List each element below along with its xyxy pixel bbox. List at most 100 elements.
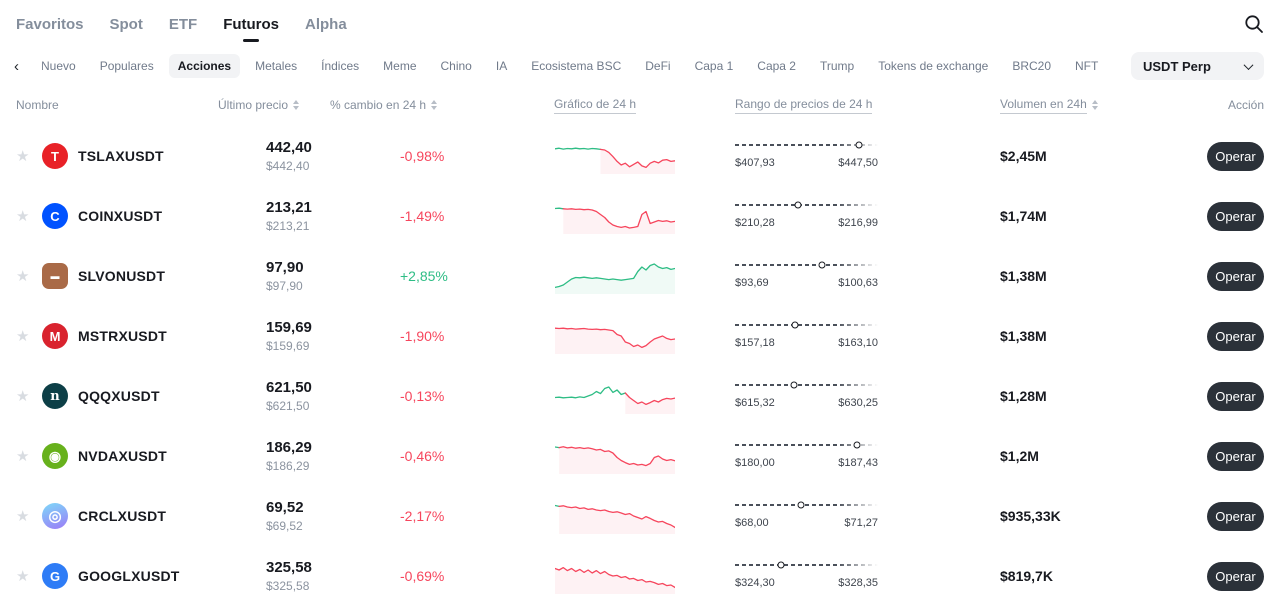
nav-tab-favoritos[interactable]: Favoritos — [16, 15, 84, 33]
sort-icon — [431, 100, 438, 110]
last-price-usd: $325,58 — [266, 579, 310, 593]
table-row: ★ C COINXUSDT 213,21 $213,21 -1,49% $210… — [0, 186, 1280, 246]
range-marker-icon — [791, 321, 799, 328]
range-marker-icon — [853, 441, 861, 448]
quote-filter-select[interactable]: USDT Perp — [1131, 52, 1264, 80]
favorite-star-icon[interactable]: ★ — [16, 388, 30, 405]
table-row: ★ ◎ CRCLXUSDT 69,52 $69,52 -2,17% $68,00… — [0, 486, 1280, 546]
favorite-star-icon[interactable]: ★ — [16, 508, 30, 525]
favorite-star-icon[interactable]: ★ — [16, 268, 30, 285]
token-symbol: CRCLXUSDT — [78, 508, 167, 524]
favorite-star-icon[interactable]: ★ — [16, 208, 30, 225]
last-price-usd: $69,52 — [266, 519, 303, 533]
favorite-star-icon[interactable]: ★ — [16, 568, 30, 585]
category-tab[interactable]: DeFi — [645, 59, 671, 73]
trade-button[interactable]: Operar — [1207, 501, 1264, 531]
range-marker-icon — [818, 261, 826, 268]
nav-tab-etf[interactable]: ETF — [168, 15, 198, 33]
category-tab[interactable]: Trump — [819, 59, 855, 73]
change-24h: -0,13% — [400, 388, 445, 404]
action-cell: Operar — [1180, 201, 1264, 231]
last-price-cell: 442,40 $442,40 — [218, 139, 330, 173]
category-tab[interactable]: Metales — [255, 59, 298, 73]
volume-24h: $1,2M — [1000, 448, 1039, 464]
action-cell: Operar — [1180, 261, 1264, 291]
trade-button[interactable]: Operar — [1207, 441, 1264, 471]
last-price-cell: 97,90 $97,90 — [218, 259, 330, 293]
header-chart-24h[interactable]: Gráfico de 24 h — [490, 97, 700, 114]
category-tab[interactable]: Índices — [321, 59, 360, 73]
range-marker-icon — [855, 141, 863, 148]
quote-filter-value: USDT Perp — [1143, 58, 1211, 74]
favorite-star-icon[interactable]: ★ — [16, 448, 30, 465]
header-volume-24h[interactable]: Volumen en 24h — [940, 97, 1180, 114]
price-range-24h: $324,30 $328,35 — [700, 561, 940, 589]
token-icon: T — [42, 143, 68, 169]
last-price: 69,52 — [266, 499, 304, 516]
table-row: ★ ◉ NVDAXUSDT 186,29 $186,29 -0,46% $180… — [0, 426, 1280, 486]
header-change-24h[interactable]: % cambio en 24 h — [330, 98, 490, 112]
range-low: $180,00 — [735, 456, 775, 469]
header-name[interactable]: Nombre — [16, 98, 59, 112]
last-price: 442,40 — [266, 139, 312, 156]
volume-24h: $1,38M — [1000, 328, 1047, 344]
range-high: $71,27 — [844, 516, 878, 529]
sort-icon — [1091, 100, 1098, 110]
nav-tab-alpha[interactable]: Alpha — [305, 15, 347, 33]
last-price-usd: $442,40 — [266, 159, 310, 173]
trade-button[interactable]: Operar — [1207, 141, 1264, 171]
price-range-24h: $93,69 $100,63 — [700, 261, 940, 289]
range-low: $210,28 — [735, 216, 775, 229]
last-price-cell: 621,50 $621,50 — [218, 379, 330, 413]
trade-button[interactable]: Operar — [1207, 321, 1264, 351]
range-low: $68,00 — [735, 516, 769, 529]
range-low: $615,32 — [735, 396, 775, 409]
token-symbol: GOOGLXUSDT — [78, 568, 180, 584]
category-tab[interactable]: IA — [495, 59, 508, 73]
header-price-range-24h[interactable]: Rango de precios de 24 h — [700, 97, 940, 114]
action-cell: Operar — [1180, 321, 1264, 351]
sparkline-chart — [490, 378, 700, 414]
last-price: 213,21 — [266, 199, 312, 216]
search-icon[interactable] — [1244, 14, 1264, 34]
category-tab[interactable]: Ecosistema BSC — [531, 59, 622, 73]
category-tab[interactable]: Nuevo — [41, 59, 76, 73]
range-high: $328,35 — [838, 576, 878, 589]
category-tab[interactable]: NFT — [1075, 59, 1099, 73]
price-range-24h: $407,93 $447,50 — [700, 141, 940, 169]
table-row: ★ M MSTRXUSDT 159,69 $159,69 -1,90% $157… — [0, 306, 1280, 366]
category-tab[interactable]: Meme — [383, 59, 417, 73]
category-tab[interactable]: Capa 2 — [757, 59, 796, 73]
nav-tab-spot[interactable]: Spot — [109, 15, 143, 33]
nav-tab-futuros[interactable]: Futuros — [223, 15, 280, 33]
category-tab[interactable]: Capa 1 — [694, 59, 734, 73]
token-symbol: MSTRXUSDT — [78, 328, 167, 344]
last-price-cell: 186,29 $186,29 — [218, 439, 330, 473]
category-tab[interactable]: Acciones — [168, 54, 241, 78]
favorite-star-icon[interactable]: ★ — [16, 148, 30, 165]
range-slider — [735, 321, 878, 328]
last-price-cell: 325,58 $325,58 — [218, 559, 330, 593]
category-tab[interactable]: Tokens de exchange — [878, 59, 989, 73]
trade-button[interactable]: Operar — [1207, 561, 1264, 591]
token-symbol: TSLAXUSDT — [78, 148, 164, 164]
category-tab[interactable]: Chino — [440, 59, 472, 73]
favorite-star-icon[interactable]: ★ — [16, 328, 30, 345]
trade-button[interactable]: Operar — [1207, 201, 1264, 231]
range-marker-icon — [777, 561, 785, 568]
range-slider — [735, 381, 878, 388]
token-symbol: QQQXUSDT — [78, 388, 160, 404]
trade-button[interactable]: Operar — [1207, 261, 1264, 291]
name-cell: ★ C COINXUSDT — [16, 203, 218, 229]
header-last-price[interactable]: Último precio — [218, 98, 330, 112]
last-price-usd: $213,21 — [266, 219, 310, 233]
last-price-usd: $621,50 — [266, 399, 310, 413]
range-slider — [735, 201, 878, 208]
token-symbol: NVDAXUSDT — [78, 448, 167, 464]
token-icon: ◎ — [42, 503, 68, 529]
category-tab[interactable]: Populares — [99, 59, 154, 73]
chevron-left-icon[interactable]: ‹ — [14, 48, 44, 84]
category-tab[interactable]: BRC20 — [1012, 59, 1051, 73]
trade-button[interactable]: Operar — [1207, 381, 1264, 411]
action-cell: Operar — [1180, 381, 1264, 411]
